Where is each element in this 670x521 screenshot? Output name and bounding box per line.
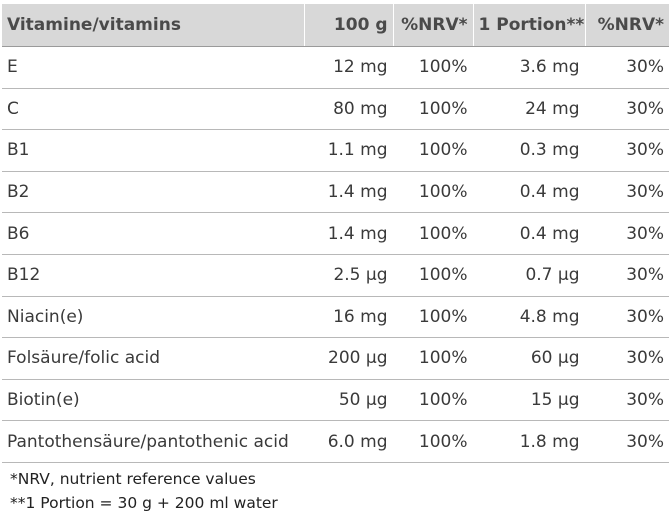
amount-100g: 16 mg xyxy=(303,296,393,339)
amount-portion: 60 µg xyxy=(472,337,585,380)
nrv-100g: 100% xyxy=(392,212,473,255)
header-vitamins: Vitamine/vitamins xyxy=(2,4,304,47)
amount-portion: 3.6 mg xyxy=(472,46,585,89)
nrv-portion: 30% xyxy=(584,46,669,89)
table-row: Folsäure/folic acid 200 µg 100% 60 µg 30… xyxy=(2,337,669,380)
footnote-nrv: *NRV, nutrient reference values xyxy=(10,470,256,488)
nrv-portion: 30% xyxy=(584,254,669,297)
vitamin-name: B12 xyxy=(2,254,304,297)
header-per-portion: 1 Portion** xyxy=(472,4,585,47)
table-row: Niacin(e) 16 mg 100% 4.8 mg 30% xyxy=(2,296,669,339)
nrv-portion: 30% xyxy=(584,129,669,172)
vitamin-name: Niacin(e) xyxy=(2,296,304,339)
amount-portion: 24 mg xyxy=(472,88,585,131)
header-nrv-portion: %NRV* xyxy=(584,4,669,47)
table-row: B12 2.5 µg 100% 0.7 µg 30% xyxy=(2,254,669,297)
table-row: B2 1.4 mg 100% 0.4 mg 30% xyxy=(2,171,669,214)
nrv-100g: 100% xyxy=(392,337,473,380)
vitamin-name: B6 xyxy=(2,212,304,255)
header-per-100g: 100 g xyxy=(303,4,393,47)
nrv-portion: 30% xyxy=(584,212,669,255)
nrv-portion: 30% xyxy=(584,296,669,339)
amount-portion: 0.4 mg xyxy=(472,212,585,255)
amount-100g: 200 µg xyxy=(303,337,393,380)
nrv-100g: 100% xyxy=(392,254,473,297)
table-row: C 80 mg 100% 24 mg 30% xyxy=(2,88,669,131)
vitamin-name: E xyxy=(2,46,304,89)
vitamin-name: Folsäure/folic acid xyxy=(2,337,304,380)
amount-100g: 1.4 mg xyxy=(303,171,393,214)
nrv-portion: 30% xyxy=(584,88,669,131)
vitamin-name: B2 xyxy=(2,171,304,214)
vitamin-name: Pantothensäure/pantothenic acid xyxy=(2,420,304,463)
nrv-100g: 100% xyxy=(392,88,473,131)
vitamin-name: C xyxy=(2,88,304,131)
amount-portion: 0.3 mg xyxy=(472,129,585,172)
header-nrv-100g: %NRV* xyxy=(392,4,473,47)
nrv-portion: 30% xyxy=(584,420,669,463)
vitamin-name: B1 xyxy=(2,129,304,172)
vitamin-name: Biotin(e) xyxy=(2,379,304,422)
amount-portion: 0.7 µg xyxy=(472,254,585,297)
table-header: Vitamine/vitamins 100 g %NRV* 1 Portion*… xyxy=(2,4,669,47)
amount-100g: 1.1 mg xyxy=(303,129,393,172)
nrv-100g: 100% xyxy=(392,420,473,463)
table-row: Pantothensäure/pantothenic acid 6.0 mg 1… xyxy=(2,420,669,463)
nrv-100g: 100% xyxy=(392,296,473,339)
amount-100g: 1.4 mg xyxy=(303,212,393,255)
table-body: E 12 mg 100% 3.6 mg 30% C 80 mg 100% 24 … xyxy=(2,46,669,463)
table-row: E 12 mg 100% 3.6 mg 30% xyxy=(2,46,669,89)
amount-100g: 6.0 mg xyxy=(303,420,393,463)
table-row: Biotin(e) 50 µg 100% 15 µg 30% xyxy=(2,379,669,422)
table-row: B6 1.4 mg 100% 0.4 mg 30% xyxy=(2,212,669,255)
nrv-100g: 100% xyxy=(392,46,473,89)
nrv-100g: 100% xyxy=(392,379,473,422)
footnotes: *NRV, nutrient reference values **1 Port… xyxy=(10,467,278,515)
footnote-portion: **1 Portion = 30 g + 200 ml water xyxy=(10,494,278,512)
amount-100g: 2.5 µg xyxy=(303,254,393,297)
amount-portion: 0.4 mg xyxy=(472,171,585,214)
vitamin-table: Vitamine/vitamins 100 g %NRV* 1 Portion*… xyxy=(2,4,669,463)
amount-100g: 12 mg xyxy=(303,46,393,89)
amount-portion: 15 µg xyxy=(472,379,585,422)
nrv-100g: 100% xyxy=(392,129,473,172)
amount-100g: 50 µg xyxy=(303,379,393,422)
amount-portion: 4.8 mg xyxy=(472,296,585,339)
amount-100g: 80 mg xyxy=(303,88,393,131)
table-row: B1 1.1 mg 100% 0.3 mg 30% xyxy=(2,129,669,172)
header-row: Vitamine/vitamins 100 g %NRV* 1 Portion*… xyxy=(2,4,669,47)
nrv-100g: 100% xyxy=(392,171,473,214)
amount-portion: 1.8 mg xyxy=(472,420,585,463)
nrv-portion: 30% xyxy=(584,379,669,422)
nrv-portion: 30% xyxy=(584,171,669,214)
nrv-portion: 30% xyxy=(584,337,669,380)
